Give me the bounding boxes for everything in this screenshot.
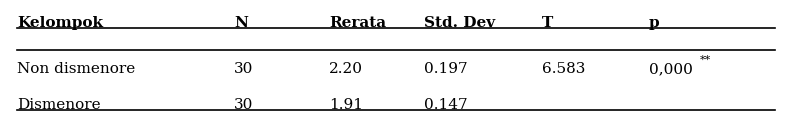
Text: 30: 30 <box>234 62 253 76</box>
Text: 6.583: 6.583 <box>542 62 585 76</box>
Text: 0,000: 0,000 <box>649 62 692 76</box>
Text: 1.91: 1.91 <box>329 98 363 112</box>
Text: Non dismenore: Non dismenore <box>17 62 135 76</box>
Text: 0.147: 0.147 <box>424 98 467 112</box>
Text: Kelompok: Kelompok <box>17 16 103 30</box>
Text: 0.197: 0.197 <box>424 62 467 76</box>
Text: T: T <box>542 16 554 30</box>
Text: p: p <box>649 16 659 30</box>
Text: N: N <box>234 16 248 30</box>
Text: 2.20: 2.20 <box>329 62 363 76</box>
Text: **: ** <box>700 55 711 65</box>
Text: Std. Dev: Std. Dev <box>424 16 495 30</box>
Text: Dismenore: Dismenore <box>17 98 101 112</box>
Text: Rerata: Rerata <box>329 16 386 30</box>
Text: 30: 30 <box>234 98 253 112</box>
